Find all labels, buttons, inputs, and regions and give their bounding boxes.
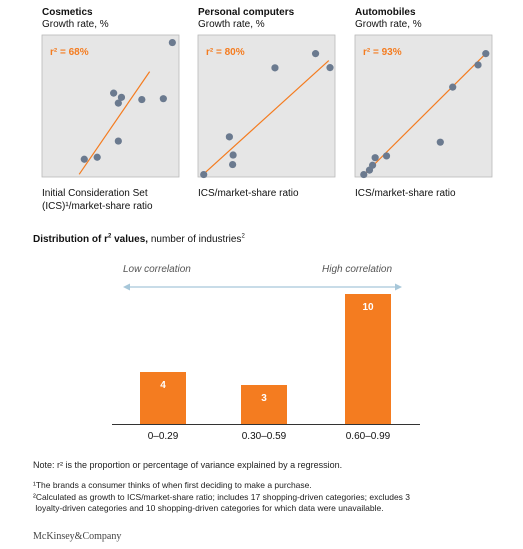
- correlation-arrow-right-head: [395, 283, 402, 291]
- cosmetics-trend-line: [78, 71, 151, 175]
- bar-value-label-1: 4: [160, 380, 166, 391]
- pc-point-5: [271, 64, 279, 72]
- auto-point-9: [482, 50, 490, 58]
- bar-2: [241, 385, 287, 424]
- cosmetics-title: Cosmetics: [42, 7, 93, 18]
- pc-point-2: [225, 133, 233, 141]
- cosmetics-subtitle: Growth rate, %: [42, 19, 109, 30]
- footnote-2-line-2: loyalty-driven categories and 10 shoppin…: [33, 503, 384, 513]
- footnote-2-line-1: ²Calculated as growth to ICS/market-shar…: [33, 492, 411, 502]
- brand-logo: McKinsey&Company: [33, 531, 122, 542]
- pc-point-4: [229, 160, 237, 169]
- bar-value-label-2: 3: [261, 393, 267, 404]
- cosmetics-point-6: [117, 93, 126, 101]
- bar-tick-label-2: 0.30–0.59: [241, 431, 287, 442]
- auto-point-4: [371, 154, 379, 162]
- distribution-title-main: Distribution of r: [33, 234, 108, 245]
- auto-plot-area: [354, 34, 493, 178]
- auto-point-5: [382, 152, 391, 160]
- bar-1: [140, 372, 186, 424]
- distribution-title-sup: 2: [108, 233, 112, 240]
- auto-subtitle: Growth rate, %: [355, 19, 422, 30]
- auto-point-8: [474, 61, 482, 69]
- pc-point-1: [200, 170, 208, 179]
- pc-point-6: [311, 50, 320, 58]
- pc-subtitle: Growth rate, %: [198, 19, 265, 30]
- cosmetics-point-7: [138, 95, 146, 104]
- distribution-title-rest-sup: 2: [241, 233, 245, 240]
- pc-r2-label: r² = 80%: [206, 47, 245, 58]
- cosmetics-point-5: [114, 99, 122, 107]
- bar-value-label-3: 10: [362, 302, 374, 313]
- auto-point-1: [360, 170, 368, 179]
- auto-title: Automobiles: [355, 7, 416, 18]
- cosmetics-point-1: [80, 155, 88, 163]
- auto-xlabel: ICS/market-share ratio: [355, 188, 456, 199]
- bar-3: [345, 294, 391, 424]
- cosmetics-plot-area: [41, 34, 180, 178]
- auto-r2-label: r² = 93%: [363, 47, 402, 58]
- note-text: Note: r² is the proportion or percentage…: [33, 460, 343, 470]
- cosmetics-point-4: [114, 137, 122, 145]
- high-correlation-label: High correlation: [322, 264, 393, 275]
- distribution-title-rest: number of industries: [148, 234, 242, 245]
- bar-tick-label-1: 0–0.29: [147, 431, 179, 442]
- auto-point-6: [436, 138, 444, 146]
- pc-xlabel: ICS/market-share ratio: [198, 188, 299, 199]
- pc-plot-area: [197, 34, 336, 178]
- bar-tick-label-3: 0.60–0.99: [345, 431, 391, 442]
- distribution-title: Distribution of r2 values, number of ind…: [33, 234, 245, 245]
- pc-trend-line: [202, 60, 330, 176]
- auto-point-3: [368, 161, 377, 169]
- cosmetics-r2-label: r² = 68%: [50, 47, 89, 58]
- cosmetics-point-2: [93, 153, 101, 161]
- cosmetics-point-9: [168, 38, 176, 47]
- pc-point-3: [229, 151, 237, 159]
- auto-point-7: [449, 83, 457, 91]
- cosmetics-xlabel-line2: (ICS)¹/market-share ratio: [42, 201, 153, 212]
- pc-point-7: [326, 64, 334, 72]
- cosmetics-point-8: [159, 95, 167, 103]
- cosmetics-xlabel: Initial Consideration Set (ICS)¹/market-…: [42, 187, 153, 213]
- distribution-title-bold-rest: values,: [111, 234, 149, 245]
- footnote-1: ¹The brands a consumer thinks of when fi…: [33, 480, 312, 490]
- cosmetics-point-3: [110, 89, 118, 97]
- pc-title: Personal computers: [198, 7, 295, 18]
- cosmetics-xlabel-line1: Initial Consideration Set: [42, 188, 148, 199]
- correlation-arrow-left-head: [123, 283, 130, 291]
- low-correlation-label: Low correlation: [123, 264, 191, 275]
